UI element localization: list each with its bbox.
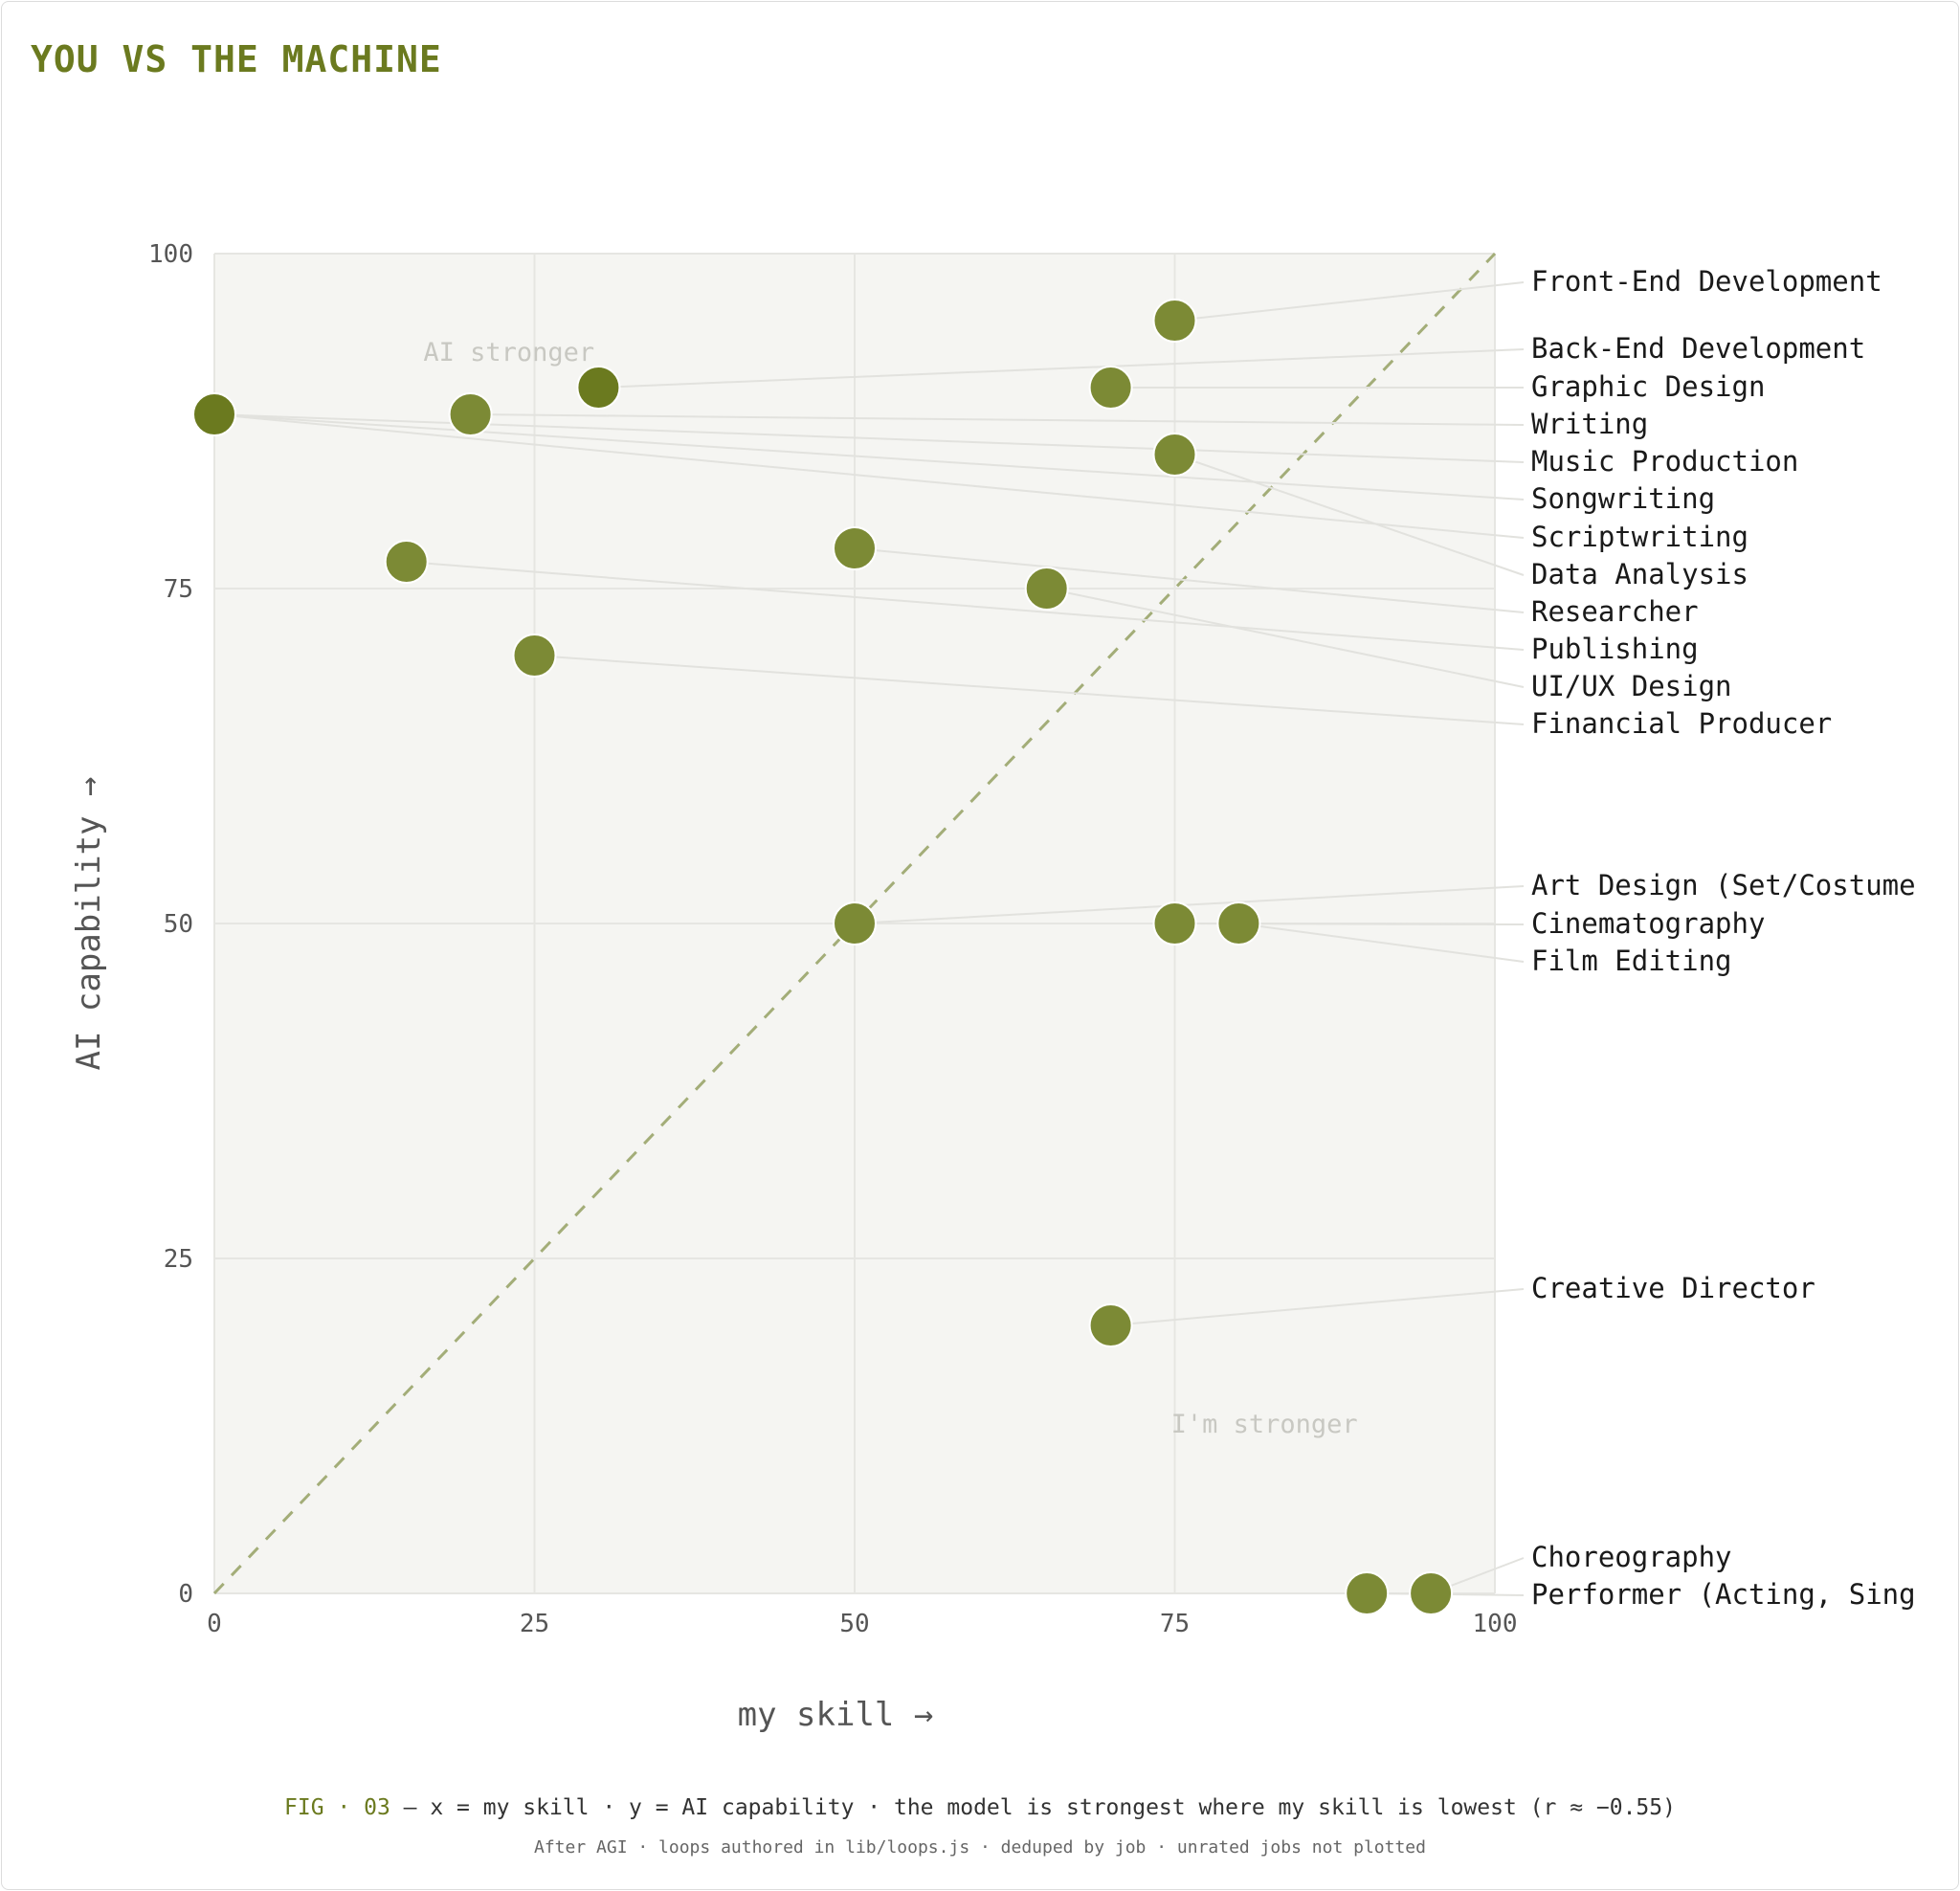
data-point — [1216, 901, 1261, 946]
quadrant-label-im-stronger: I'm stronger — [1171, 1410, 1358, 1439]
y-axis-ticks: 0 25 50 75 100 — [148, 240, 193, 1609]
x-tick-label: 50 — [839, 1610, 869, 1638]
data-point — [1152, 299, 1197, 343]
point-label: Art Design (Set/Costume — [1531, 869, 1916, 901]
leader-line — [1046, 588, 1525, 688]
x-axis-ticks: 0 25 50 75 100 — [207, 1610, 1517, 1638]
y-axis-label: AI capability → — [70, 776, 108, 1070]
scatter-chart: AI stronger I'm stronger 0 25 50 75 100 0 25 5… — [70, 240, 1916, 1734]
caption-text: — x = my skill · y = AI capability · the… — [390, 1795, 1676, 1820]
y-tick-label: 75 — [164, 575, 193, 604]
y-tick-label: 25 — [164, 1245, 193, 1274]
data-point — [1409, 1571, 1454, 1615]
data-point — [512, 634, 557, 678]
data-points — [192, 299, 1454, 1615]
caption-fig-number: FIG · 03 — [284, 1795, 390, 1820]
leader-line — [1174, 454, 1525, 576]
leader-line — [598, 348, 1525, 389]
data-point — [576, 366, 621, 410]
point-label: Songwriting — [1531, 482, 1715, 515]
leader-line — [1238, 923, 1525, 963]
leader-line — [1174, 281, 1525, 322]
data-point — [384, 540, 429, 584]
data-point — [1345, 1571, 1390, 1615]
x-tick-label: 100 — [1473, 1610, 1518, 1638]
data-point — [1152, 901, 1197, 946]
data-point — [192, 392, 236, 436]
data-point — [1088, 1303, 1133, 1347]
point-label: Creative Director — [1531, 1272, 1815, 1304]
point-label: Researcher — [1531, 595, 1699, 628]
point-label: Music Production — [1531, 445, 1798, 478]
x-tick-label: 25 — [520, 1610, 549, 1638]
x-axis-label: my skill → — [738, 1696, 934, 1734]
leader-line — [406, 561, 1525, 651]
point-label: Scriptwriting — [1531, 521, 1748, 553]
point-label: Graphic Design — [1531, 370, 1765, 403]
y-tick-label: 100 — [148, 240, 193, 269]
figure-footnote: After AGI · loops authored in lib/loops.… — [534, 1837, 1426, 1858]
point-label: Front-End Development — [1531, 265, 1882, 298]
point-label: Financial Producer — [1531, 707, 1832, 740]
point-label: Film Editing — [1531, 945, 1732, 977]
leader-line — [470, 413, 1525, 426]
y-tick-label: 0 — [178, 1580, 193, 1609]
data-point — [1024, 567, 1069, 611]
figure-title: YOU VS THE MACHINE — [31, 38, 442, 80]
data-point — [448, 392, 493, 436]
point-label: Performer (Acting, Sing — [1531, 1578, 1916, 1611]
point-label: Publishing — [1531, 633, 1699, 665]
point-label: Choreography — [1531, 1541, 1732, 1573]
point-label: Writing — [1531, 408, 1648, 440]
x-tick-label: 75 — [1160, 1610, 1190, 1638]
point-label: Back-End Development — [1531, 332, 1865, 365]
data-point — [1088, 366, 1133, 410]
leader-line — [854, 885, 1525, 924]
leader-line — [213, 413, 1525, 501]
point-label: Data Analysis — [1531, 558, 1748, 590]
point-label: UI/UX Design — [1531, 670, 1732, 702]
figure-caption: FIG · 03 — x = my skill · y = AI capabil… — [0, 1795, 1960, 1820]
quadrant-label-ai-stronger: AI stronger — [423, 338, 594, 367]
x-tick-label: 0 — [207, 1610, 222, 1638]
leader-line — [854, 547, 1525, 613]
data-point — [833, 901, 877, 946]
y-tick-label: 50 — [164, 910, 193, 939]
leader-line — [213, 413, 1525, 539]
data-point — [1152, 433, 1197, 477]
leader-line — [1110, 1288, 1525, 1326]
point-label: Cinematography — [1531, 907, 1765, 940]
data-point — [833, 526, 877, 570]
leader-line — [213, 413, 1525, 463]
leader-line — [534, 655, 1525, 725]
point-labels: Front-End Development Back-End Developmen… — [1531, 265, 1916, 1611]
